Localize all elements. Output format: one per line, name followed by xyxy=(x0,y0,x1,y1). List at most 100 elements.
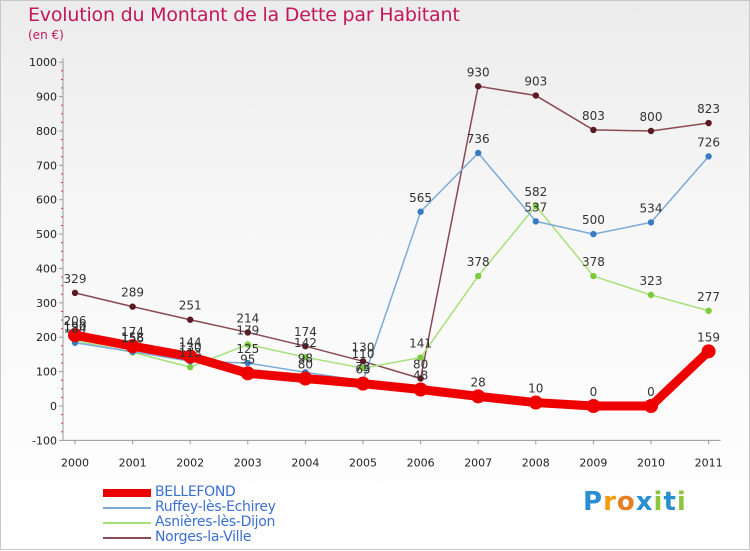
data-point xyxy=(475,272,482,280)
data-label: 582 xyxy=(524,185,547,199)
data-label: 125 xyxy=(236,342,259,356)
data-label: 289 xyxy=(121,286,144,300)
data-point xyxy=(187,363,194,371)
chart-subtitle: (en €) xyxy=(28,28,64,42)
y-tick-label: 900 xyxy=(36,91,57,104)
data-point xyxy=(417,375,424,382)
logo-letter: P xyxy=(583,487,604,517)
logo-letter: r xyxy=(603,487,617,517)
data-point xyxy=(590,126,597,134)
data-label: 903 xyxy=(524,75,547,89)
data-point xyxy=(471,389,486,404)
data-label: 378 xyxy=(467,255,490,269)
data-label: 48 xyxy=(413,368,428,382)
legend-swatch xyxy=(103,507,151,509)
data-label: 28 xyxy=(471,375,486,389)
legend-swatch xyxy=(103,489,151,497)
data-point xyxy=(125,339,140,354)
data-label: 110 xyxy=(352,347,375,361)
chart-axes: -100010020030040050060070080090010002000… xyxy=(29,56,723,469)
data-point xyxy=(417,208,424,215)
data-point xyxy=(302,342,309,350)
data-label: 98 xyxy=(298,351,313,365)
data-point xyxy=(244,359,251,367)
data-point xyxy=(705,119,712,127)
data-point xyxy=(647,291,655,299)
y-tick-label: 300 xyxy=(36,297,57,310)
data-point xyxy=(68,328,82,343)
proxiti-logo: Proxiti xyxy=(583,487,687,517)
data-point xyxy=(359,364,367,372)
data-label: 190 xyxy=(64,320,87,334)
legend-label: Asnières-lès-Dijon xyxy=(155,514,276,530)
y-tick-label: 600 xyxy=(36,194,57,207)
data-label: 144 xyxy=(179,335,202,349)
data-point xyxy=(244,329,251,336)
data-point xyxy=(417,354,424,361)
data-point xyxy=(528,395,543,410)
data-point xyxy=(532,92,539,99)
series-line-ruffey-l-s-echirey xyxy=(74,152,710,382)
data-point xyxy=(705,307,712,314)
data-point xyxy=(356,376,370,391)
data-label: 534 xyxy=(640,201,663,215)
series-line-asni-res-l-s-dijon xyxy=(74,205,710,369)
data-point xyxy=(129,303,136,310)
data-point xyxy=(647,127,655,135)
data-label: 323 xyxy=(640,274,663,288)
y-tick-label: 100 xyxy=(36,366,57,379)
data-label: 277 xyxy=(697,290,720,304)
x-tick-label: 2005 xyxy=(349,456,377,469)
legend-swatch xyxy=(103,537,151,539)
x-tick-label: 2009 xyxy=(579,456,607,469)
data-label: 251 xyxy=(179,299,202,313)
chart-series xyxy=(68,83,716,413)
data-point xyxy=(475,83,482,90)
data-label: 158 xyxy=(121,331,144,345)
data-label: 130 xyxy=(352,340,375,354)
series-line-bellefond xyxy=(70,330,714,411)
data-label: 736 xyxy=(467,132,490,146)
x-tick-label: 2007 xyxy=(464,456,492,469)
data-label: 113 xyxy=(179,346,202,360)
data-label: 95 xyxy=(240,352,255,366)
data-label: 179 xyxy=(236,323,259,337)
data-point xyxy=(298,371,313,386)
data-label: 537 xyxy=(524,200,547,214)
data-point xyxy=(647,219,655,226)
data-label: 329 xyxy=(64,272,87,286)
y-tick-label: 700 xyxy=(36,159,57,172)
data-label: 726 xyxy=(697,135,720,149)
legend-label: BELLEFOND xyxy=(155,484,236,500)
data-label: 184 xyxy=(64,322,87,336)
data-point xyxy=(475,149,482,157)
x-tick-label: 2008 xyxy=(522,456,550,469)
data-point xyxy=(590,272,597,280)
logo-letter: x xyxy=(635,487,654,517)
x-tick-label: 2004 xyxy=(291,456,319,469)
data-label: 823 xyxy=(697,102,720,116)
data-label: 80 xyxy=(298,357,313,371)
x-tick-label: 2002 xyxy=(176,456,204,469)
data-point xyxy=(187,316,194,323)
x-tick-label: 2006 xyxy=(407,456,435,469)
data-point xyxy=(71,289,79,297)
data-point xyxy=(413,382,428,397)
logo-letter: i xyxy=(653,487,664,517)
legend-label: Ruffey-lès-Echirey xyxy=(155,499,276,515)
data-point xyxy=(359,358,367,365)
legend-label: Norges-la-Ville xyxy=(155,529,252,545)
data-label: 0 xyxy=(590,385,598,399)
data-point xyxy=(532,202,539,210)
data-label: 174 xyxy=(121,325,144,339)
x-tick-label: 2003 xyxy=(234,456,262,469)
data-point xyxy=(244,341,251,348)
data-label: 65 xyxy=(355,363,370,377)
data-point xyxy=(590,230,597,238)
data-point xyxy=(240,366,255,381)
data-label: 174 xyxy=(294,325,317,339)
data-point xyxy=(705,153,712,160)
x-tick-label: 2011 xyxy=(695,456,723,469)
